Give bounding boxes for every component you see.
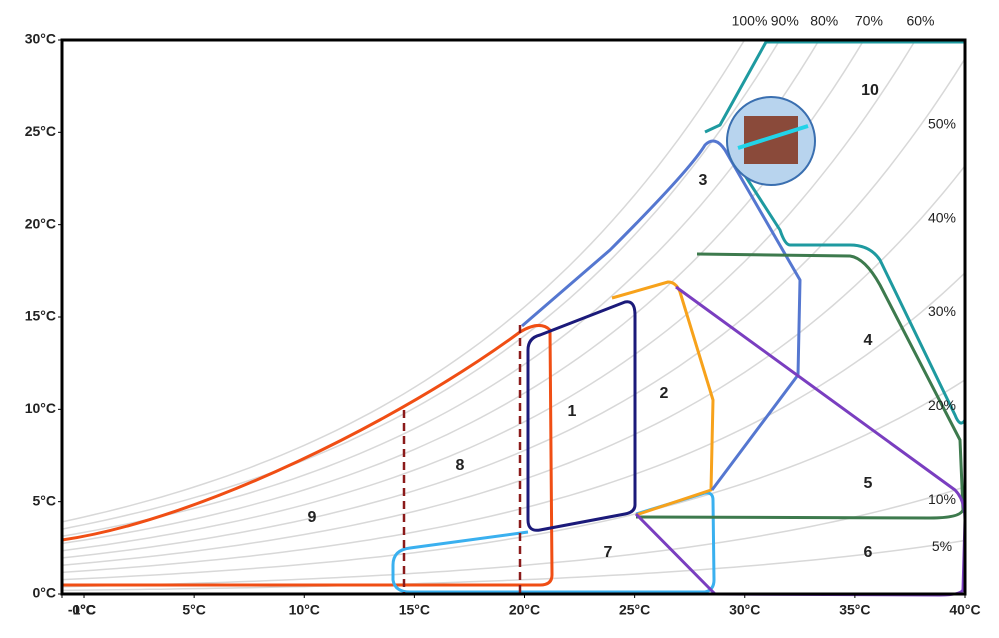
x-tick-label: 10°C: [289, 602, 320, 618]
rh-label: 70%: [855, 13, 883, 29]
rh-label: 90%: [771, 13, 799, 29]
y-tick-label: 5°C: [33, 492, 57, 508]
zone-2: [611, 280, 715, 517]
y-tick-label: 25°C: [25, 123, 56, 139]
rh-label: 50%: [928, 115, 956, 131]
x-tick-label: 15°C: [399, 602, 430, 618]
rh-curve: [62, 40, 917, 552]
y-tick-label: 20°C: [25, 215, 56, 231]
rh-curve: [62, 40, 746, 523]
x-tick-label: 20°C: [509, 602, 540, 618]
zone-label: 7: [604, 544, 613, 561]
rh-label: 80%: [810, 13, 838, 29]
rh-label: 40%: [928, 209, 956, 225]
x-tick-label: 0°C: [72, 602, 96, 618]
zone-9: [60, 324, 554, 587]
zone-label: 9: [308, 509, 317, 526]
zone-label: 2: [660, 385, 669, 402]
zone-label: 4: [864, 332, 873, 349]
x-tick-label: 25°C: [619, 602, 650, 618]
rh-curve: [62, 58, 965, 559]
rh-curve: [62, 486, 965, 588]
rh-curve: [62, 272, 965, 574]
rh-label: 30%: [928, 303, 956, 319]
rh-curve: [62, 40, 865, 545]
rh-label: 5%: [932, 538, 952, 554]
zone-label: 10: [861, 82, 879, 99]
zone-label: 8: [456, 457, 465, 474]
x-tick-label: 30°C: [729, 602, 760, 618]
zone-label: 3: [699, 172, 708, 189]
zone-label: 5: [864, 475, 873, 492]
zone-4: [635, 252, 965, 520]
rh-curve: [62, 379, 965, 581]
rh-label: 20%: [928, 397, 956, 413]
y-tick-label: 30°C: [25, 31, 56, 47]
x-tick-label: 5°C: [182, 602, 206, 618]
rh-curve: [62, 40, 781, 530]
rh-curve: [62, 539, 965, 592]
x-tick-label: 40°C: [949, 602, 980, 618]
y-tick-label: 10°C: [25, 400, 56, 416]
y-tick-label: 15°C: [25, 308, 56, 324]
rh-label: 100%: [732, 13, 768, 29]
rh-label: 60%: [906, 13, 934, 29]
logo: [726, 96, 816, 186]
y-tick-label: 0°C: [33, 585, 57, 601]
rh-label: 10%: [928, 491, 956, 507]
zone-1: [526, 300, 637, 532]
x-tick-label: 35°C: [839, 602, 870, 618]
rh-curve: [62, 165, 965, 566]
zone-label: 1: [568, 403, 577, 420]
x-tick-label: -1°C: [68, 602, 96, 618]
zone-3: [521, 139, 802, 491]
zone-10: [704, 40, 967, 425]
zone-label: 6: [864, 544, 873, 561]
rh-curve: [62, 40, 821, 538]
zone-7: [391, 491, 716, 594]
